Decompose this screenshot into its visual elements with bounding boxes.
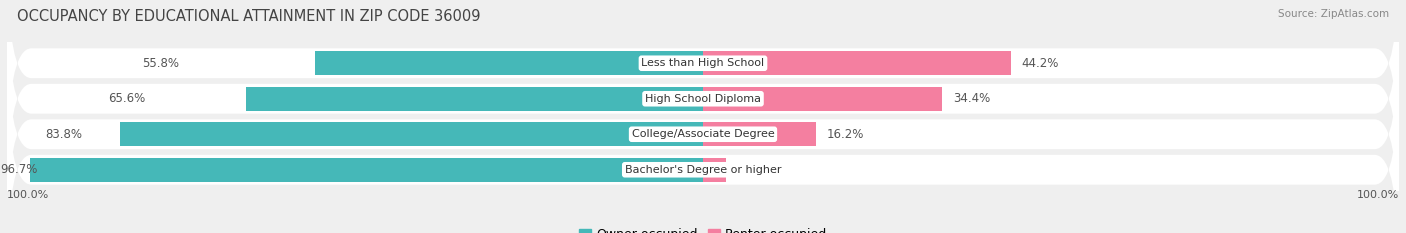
FancyBboxPatch shape bbox=[7, 25, 1399, 233]
Bar bbox=[30, 158, 703, 182]
Text: 65.6%: 65.6% bbox=[108, 92, 145, 105]
Bar bbox=[703, 87, 942, 111]
FancyBboxPatch shape bbox=[7, 60, 1399, 233]
Text: Bachelor's Degree or higher: Bachelor's Degree or higher bbox=[624, 165, 782, 175]
Text: 16.2%: 16.2% bbox=[827, 128, 863, 141]
Bar bbox=[120, 122, 703, 146]
Text: College/Associate Degree: College/Associate Degree bbox=[631, 129, 775, 139]
Bar bbox=[246, 87, 703, 111]
Text: 55.8%: 55.8% bbox=[142, 57, 180, 70]
Bar bbox=[703, 158, 725, 182]
Text: High School Diploma: High School Diploma bbox=[645, 94, 761, 104]
Bar bbox=[703, 122, 815, 146]
Text: 83.8%: 83.8% bbox=[45, 128, 82, 141]
FancyBboxPatch shape bbox=[7, 0, 1399, 208]
FancyBboxPatch shape bbox=[7, 0, 1399, 173]
Text: 44.2%: 44.2% bbox=[1021, 57, 1059, 70]
Text: 100.0%: 100.0% bbox=[1357, 190, 1399, 200]
Bar bbox=[703, 51, 1011, 75]
Text: 34.4%: 34.4% bbox=[953, 92, 990, 105]
Text: OCCUPANCY BY EDUCATIONAL ATTAINMENT IN ZIP CODE 36009: OCCUPANCY BY EDUCATIONAL ATTAINMENT IN Z… bbox=[17, 9, 481, 24]
Legend: Owner-occupied, Renter-occupied: Owner-occupied, Renter-occupied bbox=[579, 229, 827, 233]
Text: Source: ZipAtlas.com: Source: ZipAtlas.com bbox=[1278, 9, 1389, 19]
Bar bbox=[315, 51, 703, 75]
Text: 3.3%: 3.3% bbox=[737, 163, 766, 176]
Text: Less than High School: Less than High School bbox=[641, 58, 765, 68]
Text: 96.7%: 96.7% bbox=[0, 163, 37, 176]
Text: 100.0%: 100.0% bbox=[7, 190, 49, 200]
